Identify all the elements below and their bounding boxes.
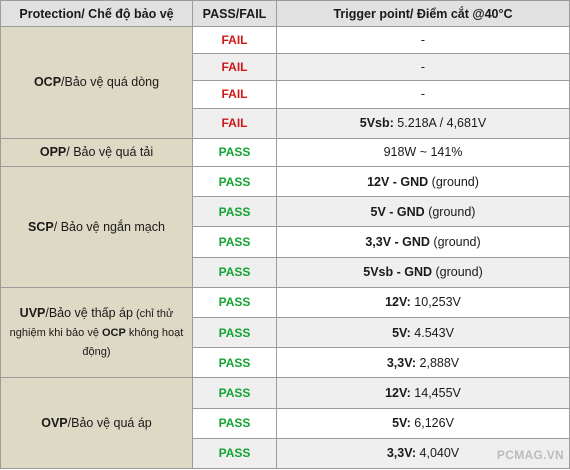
- category-abbr: SCP: [28, 219, 54, 234]
- trigger-cell: 3,3V: 2,888V: [276, 347, 570, 379]
- header-row: Protection/ Chế độ bảo vệ PASS/FAIL Trig…: [0, 0, 570, 27]
- result-cell: FAIL: [192, 80, 277, 109]
- table-row: FAIL 5Vsb: 5.218A / 4,681V: [1, 107, 570, 139]
- trigger-label: 12V:: [385, 385, 411, 400]
- trigger-label: 12V - GND: [367, 174, 429, 189]
- trigger-value: -: [420, 60, 426, 75]
- result-cell: FAIL: [192, 53, 277, 82]
- trigger-value: (ground): [424, 204, 476, 219]
- table-row: UVP/Bảo vệ thấp áp (chỉ thử nghiệm khi b…: [0, 286, 570, 379]
- trigger-cell: 918W ~ 141%: [276, 137, 570, 167]
- category-abbr: UVP: [19, 306, 46, 321]
- table-row: OPP/ Bảo vệ quá tải PASS 918W ~ 141%: [0, 137, 570, 167]
- trigger-value: 14,455V: [410, 385, 461, 400]
- trigger-cell: 5Vsb - GND (ground): [276, 256, 570, 288]
- table-row: PASS 3,3V: 2,888V: [1, 347, 570, 379]
- category-desc: / Bảo vệ quá tải: [66, 145, 154, 160]
- table-row: SCP/ Bảo vệ ngắn mạch PASS 12V - GND (gr…: [0, 165, 570, 288]
- trigger-value: (ground): [428, 174, 479, 189]
- table-row: PASS 5V - GND (ground): [1, 196, 570, 228]
- category-abbr: OCP: [33, 75, 62, 90]
- table-row: OCP/Bảo vệ quá dòng FAIL -: [0, 25, 570, 139]
- trigger-label: 5V:: [392, 325, 411, 340]
- category-ovp: OVP/Bảo vệ quá áp: [0, 377, 193, 469]
- result-cell: PASS: [192, 137, 277, 167]
- result-cell: FAIL: [192, 25, 277, 55]
- category-desc: /Bảo vệ quá dòng: [61, 75, 160, 90]
- category-abbr: OVP: [41, 416, 68, 431]
- category-opp: OPP/ Bảo vệ quá tải: [0, 137, 193, 167]
- category-note-ocp: OCP: [102, 327, 126, 340]
- trigger-cell: 3,3V: 4,040V: [276, 437, 570, 470]
- category-uvp: UVP/Bảo vệ thấp áp (chỉ thử nghiệm khi b…: [0, 286, 193, 379]
- result-cell: PASS: [192, 286, 277, 318]
- result-cell: FAIL: [192, 107, 277, 139]
- trigger-cell: -: [276, 53, 570, 82]
- category-desc: /Bảo vệ quá áp: [67, 416, 152, 431]
- trigger-value: -: [420, 33, 426, 48]
- table-row: PASS 3,3V: 4,040V: [1, 437, 570, 470]
- result-cell: PASS: [192, 407, 277, 439]
- trigger-cell: 5V: 6,126V: [276, 407, 570, 439]
- trigger-cell: 5V: 4.543V: [276, 316, 570, 349]
- category-note-end: không hoạt động): [82, 327, 184, 358]
- trigger-cell: 12V: 10,253V: [276, 286, 570, 318]
- category-desc: /Bảo vệ thấp áp: [45, 306, 133, 321]
- result-cell: PASS: [192, 196, 277, 228]
- trigger-cell: -: [276, 25, 570, 55]
- category-scp: SCP/ Bảo vệ ngắn mạch: [0, 165, 193, 288]
- trigger-cell: 3,3V - GND (ground): [276, 226, 570, 258]
- result-cell: PASS: [192, 347, 277, 379]
- result-cell: PASS: [192, 165, 277, 198]
- trigger-value: 10,253V: [410, 295, 461, 310]
- watermark: PCMAG.VN: [496, 448, 564, 462]
- trigger-cell: 12V - GND (ground): [276, 165, 570, 198]
- trigger-label: 3,3V - GND: [365, 234, 430, 249]
- trigger-value: 4.543V: [410, 325, 454, 340]
- trigger-value: 2,888V: [416, 355, 460, 370]
- trigger-cell: 12V: 14,455V: [276, 377, 570, 409]
- header-trigger: Trigger point/ Điểm cắt @40°C: [276, 0, 570, 27]
- trigger-value: (ground): [432, 265, 483, 280]
- trigger-value: 5.218A / 4,681V: [393, 116, 487, 131]
- trigger-label: 3,3V:: [386, 446, 417, 461]
- result-cell: PASS: [192, 316, 277, 349]
- trigger-cell: -: [276, 80, 570, 109]
- result-cell: PASS: [192, 256, 277, 288]
- category-desc: / Bảo vệ ngắn mạch: [53, 219, 165, 234]
- trigger-cell: 5Vsb: 5.218A / 4,681V: [276, 107, 570, 139]
- trigger-cell: 5V - GND (ground): [276, 196, 570, 228]
- category-note: (chỉ thử nghiệm khi bảo vệ: [9, 308, 174, 340]
- trigger-label: 5V:: [392, 416, 411, 431]
- trigger-value: (ground): [429, 234, 481, 249]
- trigger-label: 3,3V:: [386, 355, 417, 370]
- table-row: PASS 5Vsb - GND (ground): [1, 256, 570, 288]
- trigger-value: -: [420, 87, 426, 102]
- trigger-label: 12V:: [385, 295, 411, 310]
- result-cell: PASS: [192, 226, 277, 258]
- table-row: OVP/Bảo vệ quá áp PASS 12V: 14,455V: [0, 377, 570, 469]
- table-row: PASS 3,3V - GND (ground): [1, 226, 570, 258]
- result-cell: PASS: [192, 377, 277, 409]
- category-ocp: OCP/Bảo vệ quá dòng: [0, 26, 193, 139]
- header-result: PASS/FAIL: [192, 0, 277, 27]
- trigger-label: 5Vsb - GND: [363, 265, 433, 280]
- header-protection: Protection/ Chế độ bảo vệ: [0, 0, 193, 27]
- trigger-label: 5V - GND: [370, 204, 425, 219]
- trigger-value: 918W ~ 141%: [383, 145, 463, 160]
- result-cell: PASS: [192, 437, 277, 470]
- trigger-label: 5Vsb:: [359, 116, 394, 131]
- trigger-value: 6,126V: [410, 416, 454, 431]
- category-abbr: OPP: [39, 145, 67, 160]
- trigger-value: 4,040V: [416, 446, 460, 461]
- table-row: FAIL -: [1, 53, 570, 82]
